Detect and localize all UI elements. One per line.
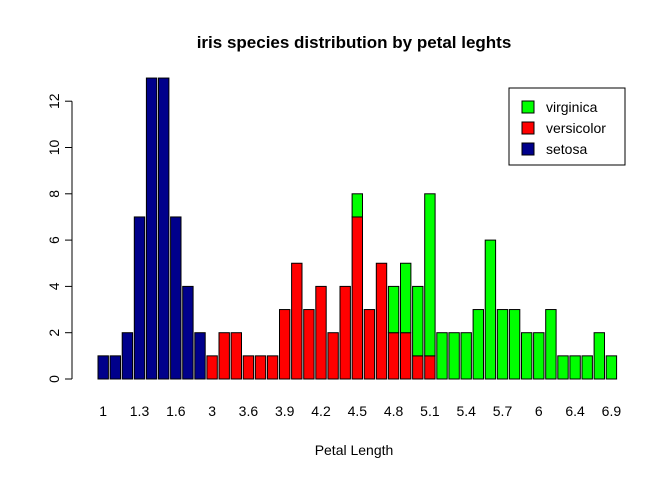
bar-versicolor-4.5 [351, 216, 364, 380]
legend-swatch-virginica [521, 100, 535, 114]
y-axis: 0 2 4 6 8 10 12 [46, 93, 73, 383]
bar-virginica-5.8 [508, 309, 521, 380]
y-tick-label: 6 [46, 236, 62, 244]
bar-versicolor-3.7 [254, 355, 267, 380]
bar-setosa-1.6 [170, 216, 182, 380]
bar-versicolor-3.6 [242, 355, 255, 380]
legend-label-versicolor: versicolor [546, 120, 606, 136]
y-tick-label: 2 [46, 329, 62, 337]
x-tick-label: 5.4 [456, 403, 476, 419]
bar-virginica-5.5 [472, 309, 485, 380]
legend-swatch-versicolor [521, 121, 535, 135]
bar-setosa-1.1 [109, 355, 121, 380]
bar-virginica-6.1 [545, 309, 557, 380]
bar-virginica-4.9 [400, 262, 412, 334]
bar-versicolor-3.9 [279, 309, 291, 380]
y-tick-label: 12 [46, 93, 62, 109]
bar-virginica-6.4 [569, 355, 581, 380]
bar-versicolor-5.1 [424, 355, 436, 380]
y-tick-label: 0 [46, 375, 62, 383]
bar-versicolor-3.3 [218, 332, 230, 380]
bar-virginica-6.3 [557, 355, 569, 380]
bar-virginica-5.9 [521, 332, 533, 380]
bar-setosa-1 [97, 355, 109, 380]
bar-virginica-5.7 [496, 309, 509, 380]
x-tick-label: 3.9 [275, 403, 295, 419]
legend-swatch-setosa [521, 142, 535, 156]
bar-versicolor-3.8 [266, 355, 279, 380]
bar-versicolor-5 [412, 355, 424, 380]
bars [97, 77, 618, 380]
bar-virginica-6.9 [605, 355, 618, 380]
x-tick-label: 6.4 [565, 403, 585, 419]
bar-virginica-4.5 [351, 193, 364, 218]
bar-virginica-5.3 [448, 332, 460, 380]
bar-versicolor-4.2 [315, 285, 327, 380]
bar-versicolor-4.6 [363, 309, 376, 380]
x-axis-label: Petal Length [315, 442, 394, 458]
bar-versicolor-4.4 [339, 285, 351, 380]
bar-virginica-6.6 [581, 355, 593, 380]
bar-versicolor-3.5 [230, 332, 243, 380]
chart-title: iris species distribution by petal leght… [197, 33, 512, 52]
bar-setosa-1.2 [121, 332, 134, 380]
x-tick-labels: 1 1.3 1.6 3 3.6 3.9 4.2 4.5 4.8 5.1 5.4 5.7 6 6.4 6.9 [99, 403, 621, 419]
x-tick-label: 6 [535, 403, 543, 419]
y-tick-label: 8 [46, 190, 62, 198]
legend: virginica versicolor setosa [508, 87, 626, 166]
x-tick-label: 3.6 [239, 403, 259, 419]
bar-virginica-6 [533, 332, 545, 380]
x-tick-label: 4.5 [348, 403, 368, 419]
bar-setosa-1.4 [145, 77, 158, 380]
x-tick-label: 1 [99, 403, 107, 419]
x-tick-label: 1.6 [166, 403, 186, 419]
bar-versicolor-3 [206, 355, 218, 380]
bar-setosa-1.9 [194, 332, 206, 380]
x-tick-label: 4.8 [384, 403, 404, 419]
y-tick-label: 10 [46, 140, 62, 156]
bar-versicolor-4.3 [327, 332, 339, 380]
bar-virginica-5 [412, 285, 424, 357]
bar-virginica-5.6 [484, 239, 497, 380]
x-tick-label: 1.3 [130, 403, 150, 419]
bar-virginica-5.1 [424, 193, 436, 357]
x-tick-label: 3 [208, 403, 216, 419]
bar-versicolor-4.1 [303, 309, 315, 380]
y-tick-label: 4 [46, 282, 62, 290]
bar-setosa-1.3 [133, 216, 146, 380]
bar-versicolor-4.7 [375, 262, 388, 380]
bar-versicolor-4 [291, 262, 303, 380]
x-tick-label: 5.1 [420, 403, 440, 419]
bar-virginica-4.8 [387, 285, 400, 334]
x-tick-label: 6.9 [602, 403, 622, 419]
bar-virginica-5.4 [460, 332, 472, 380]
bar-virginica-6.7 [593, 332, 605, 380]
bar-versicolor-4.9 [400, 332, 412, 380]
x-tick-label: 4.2 [311, 403, 331, 419]
legend-label-virginica: virginica [546, 99, 598, 115]
x-tick-label: 5.7 [493, 403, 513, 419]
legend-label-setosa: setosa [546, 141, 587, 157]
bar-virginica-5.2 [436, 332, 448, 380]
bar-setosa-1.5 [158, 77, 170, 380]
bar-setosa-1.7 [182, 285, 194, 380]
bar-versicolor-4.8 [387, 332, 400, 380]
